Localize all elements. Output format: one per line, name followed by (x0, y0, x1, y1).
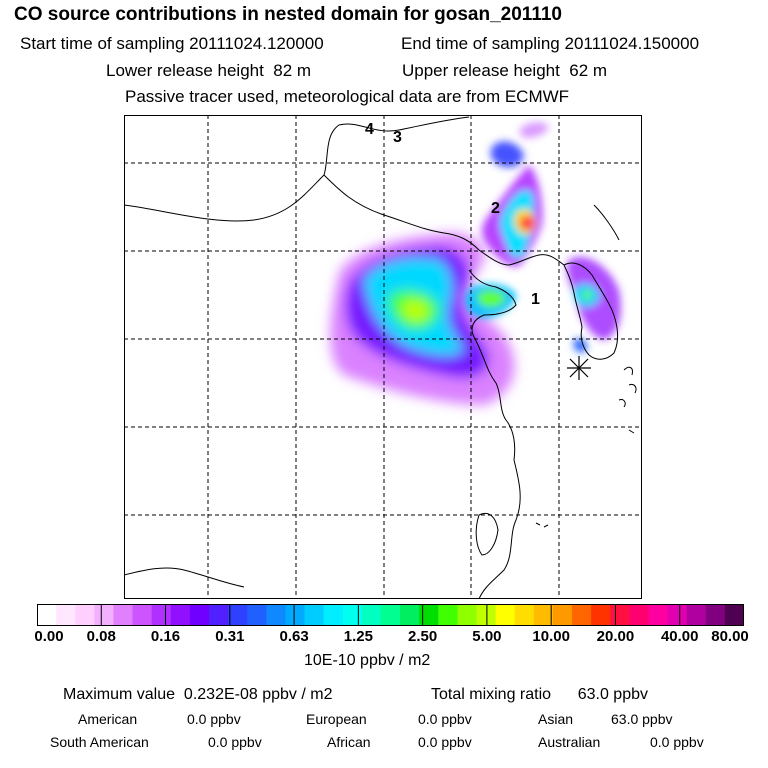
map-label-4: 4 (365, 121, 374, 138)
tracer-note: Passive tracer used, meteorological data… (125, 87, 570, 106)
colorbar-tick-label: 0.16 (150, 628, 181, 645)
colorbar-swatch (591, 604, 611, 626)
upper-release: Upper release height 62 m (402, 61, 607, 81)
max-value-label: Maximum value (63, 686, 176, 703)
lower-release: Lower release height 82 m (106, 61, 311, 81)
region-name-australian: Australian (538, 734, 601, 750)
colorbar-swatch (266, 604, 286, 626)
colorbar-swatch (724, 604, 744, 626)
colorbar-swatch (438, 604, 458, 626)
colorbar-swatch (151, 604, 172, 626)
colorbar-tick-label: 0.08 (86, 628, 116, 645)
colorbar-swatch (94, 604, 114, 626)
colorbar-tick-label: 0.63 (279, 628, 309, 645)
receptor-star-icon (567, 356, 591, 380)
shandong-plume (465, 283, 516, 318)
colorbar-swatch (170, 604, 191, 626)
colorbar-swatch (380, 604, 401, 626)
colorbar-tick-label: 5.00 (472, 628, 502, 645)
colorbar-tick-label: 40.00 (660, 628, 699, 645)
colorbar-swatch (686, 604, 707, 626)
colorbar-units: 10E-10 ppbv / m2 (304, 652, 431, 669)
total-mixing-ratio: Total mixing ratio 63.0 ppbv (431, 686, 648, 704)
colorbar-tick-label: 80.00 (711, 628, 749, 645)
region-value-european: 0.0 ppbv (418, 711, 472, 727)
colorbar-swatch (189, 604, 210, 626)
colorbar-swatch (419, 604, 439, 626)
region-name-european: European (306, 711, 367, 727)
region-name-south-american: South American (50, 734, 149, 750)
colorbar-swatch (495, 604, 516, 626)
colorbar-swatch (37, 604, 57, 626)
colorbar-tick-label: 10.00 (532, 628, 570, 645)
colorbar-swatch (648, 604, 669, 626)
colorbar-swatch (132, 604, 153, 626)
colorbar-swatch (457, 604, 477, 626)
end-time-value: 20111024.150000 (564, 34, 700, 53)
lower-release-label: Lower release height (106, 61, 264, 80)
map-label-3: 3 (393, 129, 402, 146)
lat-lon-grid (124, 115, 642, 599)
colorbar-swatch (533, 604, 554, 626)
colorbar-swatch (247, 604, 267, 626)
coastlines (124, 116, 637, 599)
plot-title: CO source contributions in nested domain… (14, 4, 562, 25)
end-time: End time of sampling 20111024.150000 (401, 34, 699, 54)
korea-plume (566, 256, 621, 353)
colorbar-swatch (629, 604, 649, 626)
colorbar-swatch (113, 604, 134, 626)
colorbar-swatch (610, 604, 630, 626)
colorbar-swatch (228, 604, 248, 626)
colorbar-swatch (705, 604, 726, 626)
colorbar-swatch (514, 604, 535, 626)
region-value-south-american: 0.0 ppbv (208, 734, 262, 750)
start-time-label: Start time of sampling (20, 34, 185, 53)
tracer-plume (330, 233, 515, 405)
region-name-african: African (327, 734, 371, 750)
colorbar-border (37, 604, 744, 626)
concentration-map: 4 3 2 1 (124, 115, 642, 599)
colorbar-swatch (667, 604, 688, 626)
colorbar (37, 604, 744, 626)
colorbar-swatch (476, 604, 497, 626)
total-value: 63.0 ppbv (577, 686, 648, 703)
colorbar-swatch (285, 604, 306, 626)
region-name-american: American (78, 711, 138, 727)
start-time-value: 20111024.120000 (189, 34, 324, 53)
colorbar-tick-label: 0.31 (215, 628, 245, 645)
total-label: Total mixing ratio (431, 686, 552, 703)
start-time: Start time of sampling 20111024.120000 (20, 34, 324, 54)
colorbar-swatch (75, 604, 95, 626)
colorbar-tick-label: 2.50 (408, 628, 438, 645)
colorbar-swatch (342, 604, 363, 626)
region-value-australian: 0.0 ppbv (650, 734, 704, 750)
upper-release-label: Upper release height (402, 61, 560, 80)
colorbar-swatch (56, 604, 76, 626)
colorbar-swatch (552, 604, 573, 626)
colorbar-swatch (304, 604, 325, 626)
max-value: Maximum value 0.232E-08 ppbv / m2 (63, 686, 332, 704)
colorbar-swatch (400, 604, 420, 626)
upper-release-value: 62 m (569, 61, 608, 80)
end-time-label: End time of sampling (401, 34, 560, 53)
region-value-american: 0.0 ppbv (187, 711, 241, 727)
region-value-asian: 63.0 ppbv (611, 711, 673, 727)
region-value-african: 0.0 ppbv (418, 734, 472, 750)
colorbar-tick-label: 1.25 (343, 628, 373, 645)
map-label-2: 2 (491, 200, 500, 217)
region-name-asian: Asian (538, 711, 574, 727)
northern-plume (482, 122, 549, 267)
colorbar-swatch (323, 604, 344, 626)
colorbar-swatch (208, 604, 229, 626)
lower-release-value: 82 m (273, 61, 312, 80)
colorbar-swatch (572, 604, 592, 626)
map-label-1: 1 (531, 291, 540, 308)
colorbar-tick-label: 20.00 (596, 628, 635, 645)
max-value-number: 0.232E-08 ppbv / m2 (183, 686, 333, 703)
colorbar-swatch (361, 604, 382, 626)
colorbar-tick-label: 0.00 (34, 628, 64, 645)
